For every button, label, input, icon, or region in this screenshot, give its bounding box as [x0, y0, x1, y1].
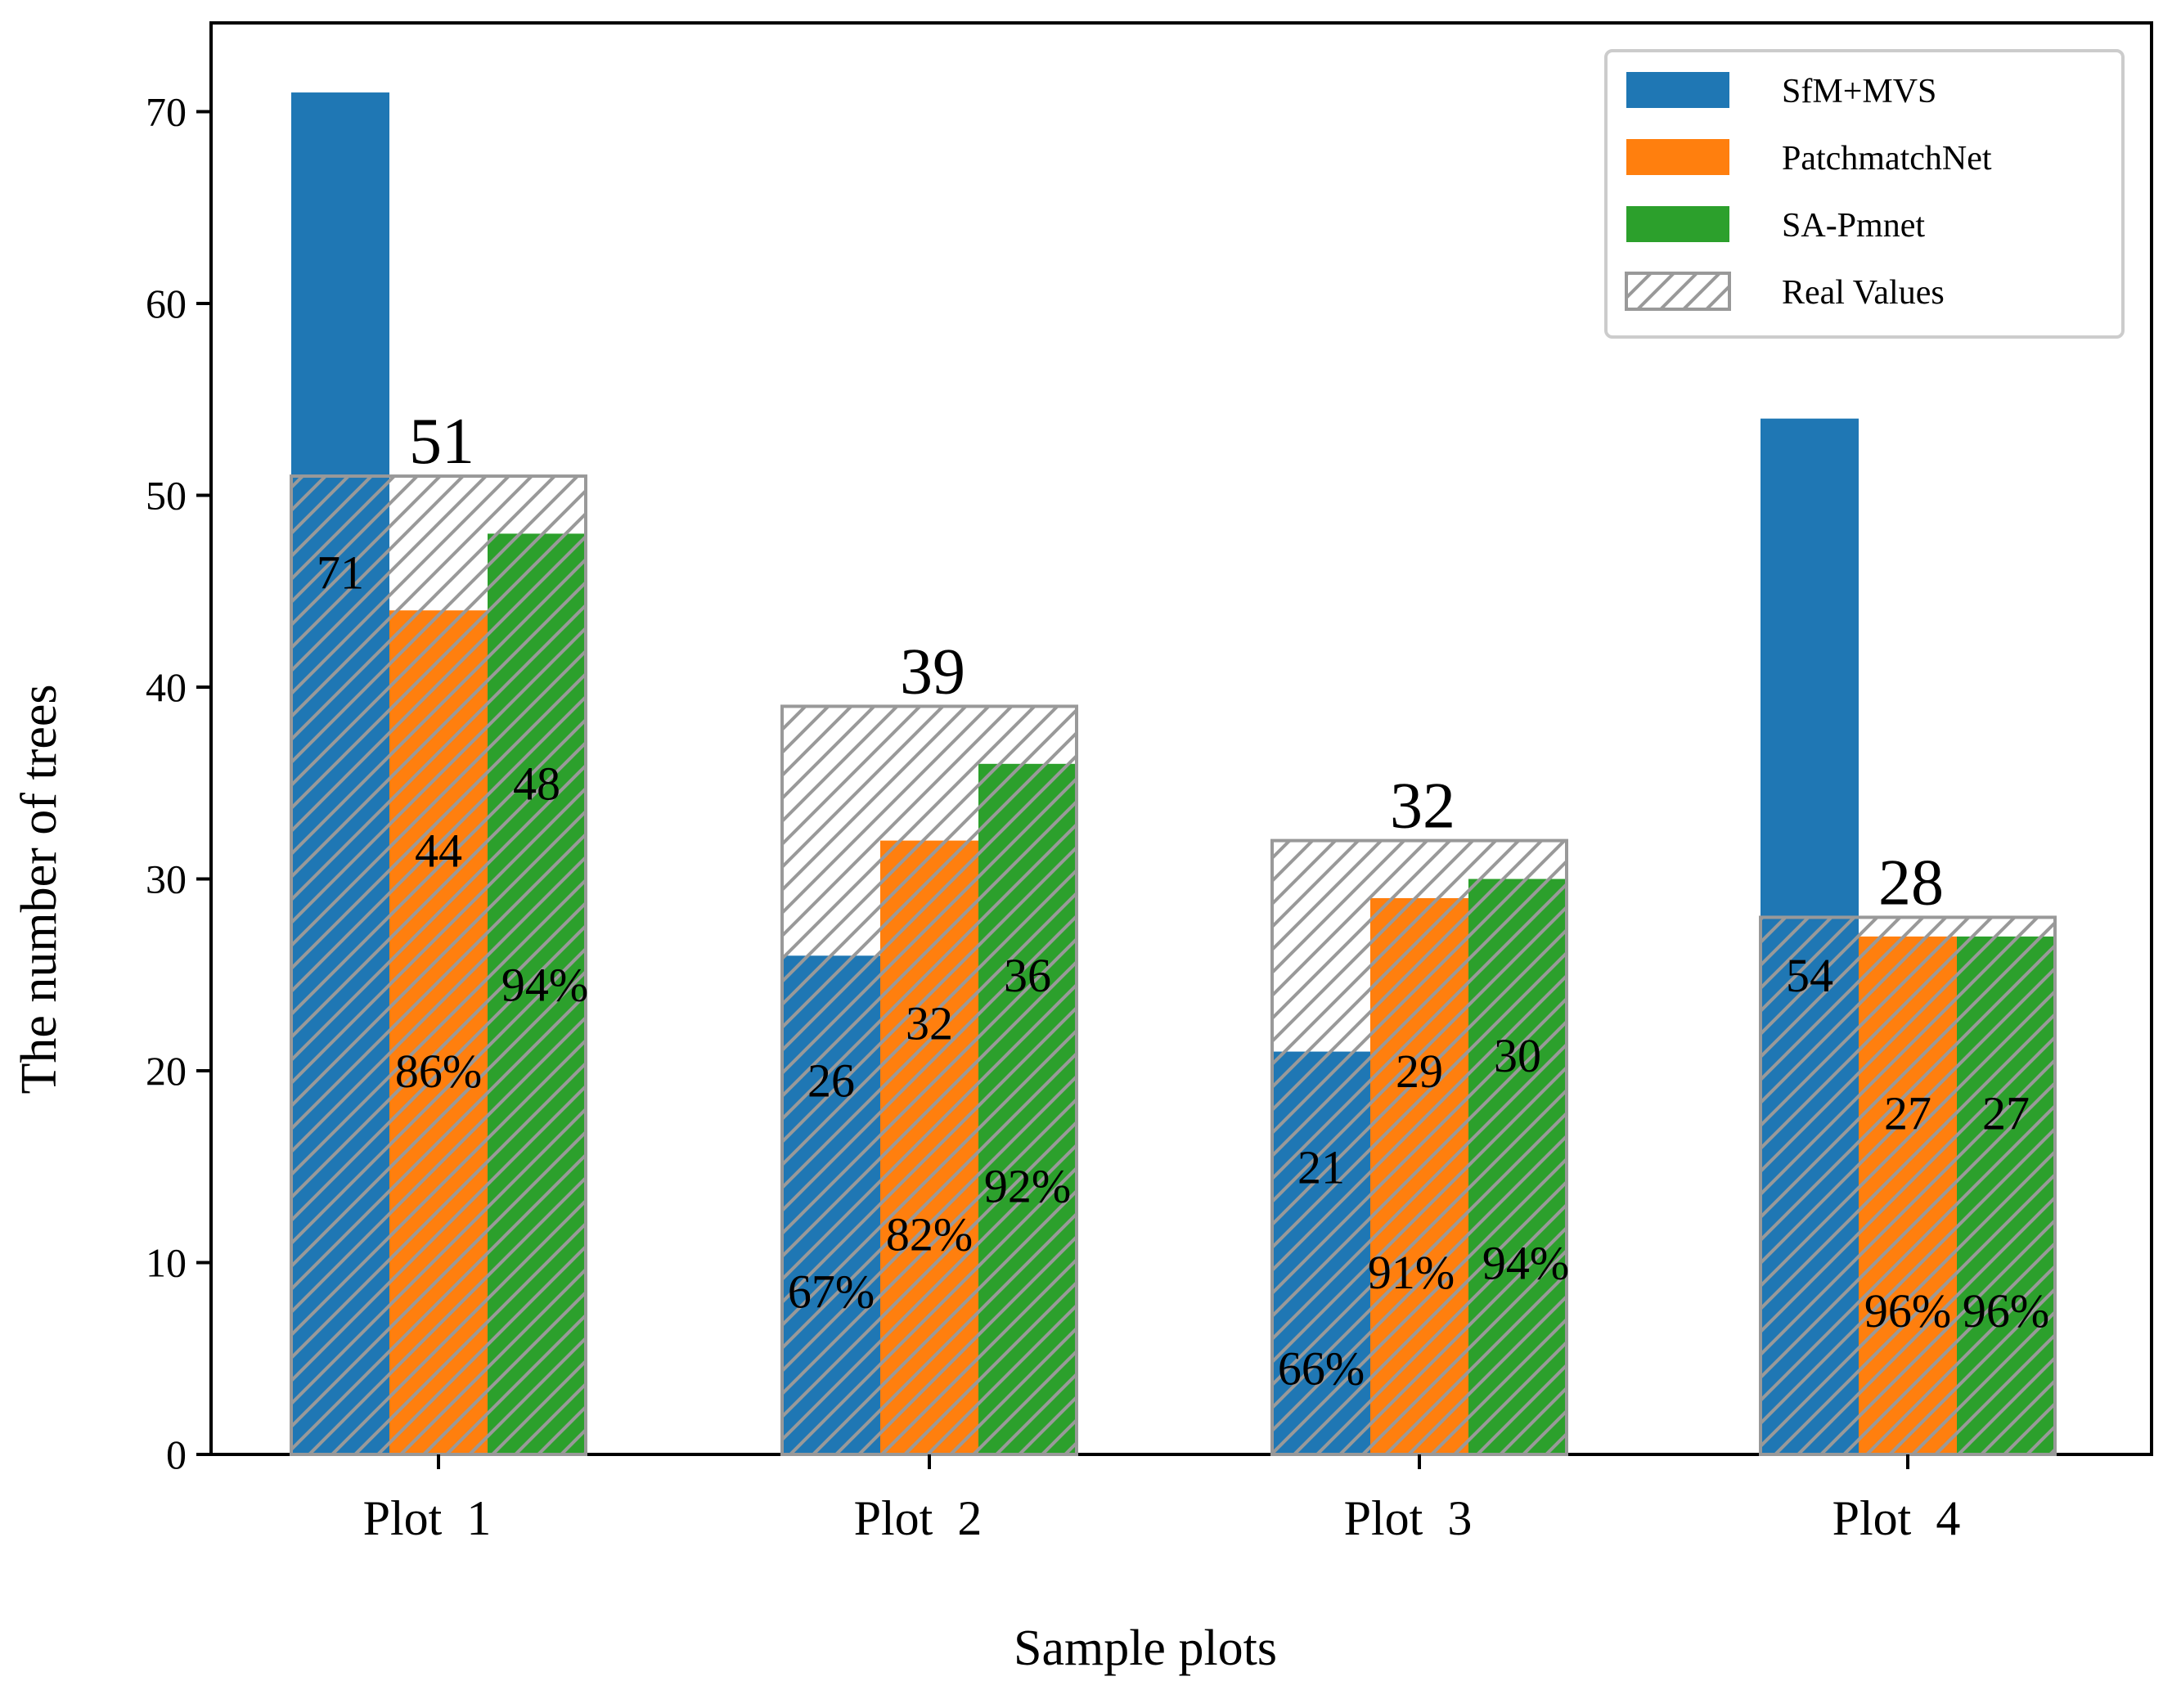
plot-frame — [209, 21, 2153, 1456]
value-label-sfm-mvs-1: 71 — [317, 546, 364, 599]
percent-label-sfm-mvs-3: 66% — [1278, 1342, 1365, 1395]
percent-label-sfm-mvs-2: 67% — [788, 1265, 875, 1319]
real-value-label-1: 51 — [409, 406, 474, 478]
x-tick-label-1: Plot 1 — [363, 1491, 492, 1545]
y-tick-label: 60 — [146, 281, 187, 326]
legend-swatch-real-values — [1625, 272, 1731, 311]
value-label-sfm-mvs-2: 26 — [807, 1054, 855, 1108]
legend-label-2: PatchmatchNet — [1782, 140, 1992, 178]
y-tick-label: 50 — [146, 473, 187, 519]
legend-label-3: SA-Pmnet — [1782, 207, 1925, 245]
legend: SfM+MVS PatchmatchNet SA-Pmnet Real Values — [1604, 49, 2125, 339]
x-tick-label-2: Plot 2 — [854, 1491, 983, 1545]
value-label-sfm-mvs-3: 21 — [1297, 1140, 1345, 1193]
percent-label-patchmatchnet-1: 86% — [395, 1045, 482, 1098]
y-tick-label: 20 — [146, 1048, 187, 1094]
y-tick-label: 0 — [166, 1432, 187, 1477]
value-label-patchmatchnet-4: 27 — [1884, 1087, 1931, 1140]
value-label-patchmatchnet-2: 32 — [906, 996, 953, 1050]
x-axis: Plot 1 Plot 2 Plot 3 Plot 4 — [363, 1454, 1961, 1545]
value-label-sa-pmnet-1: 48 — [513, 757, 560, 810]
real-value-box-3 — [1270, 838, 1568, 1456]
value-label-sa-pmnet-4: 27 — [1982, 1087, 2030, 1140]
percent-label-sa-pmnet-4: 96% — [1963, 1284, 2049, 1337]
legend-swatch-1 — [1626, 72, 1729, 108]
percent-label-sa-pmnet-1: 94% — [501, 958, 588, 1011]
real-value-label-4: 28 — [1878, 847, 1944, 919]
legend-box — [1604, 49, 2125, 339]
x-tick-label-4: Plot 4 — [1832, 1491, 1961, 1545]
legend-label-1: SfM+MVS — [1782, 73, 1936, 110]
y-tick-label: 40 — [146, 664, 187, 710]
percent-label-sa-pmnet-3: 94% — [1482, 1237, 1569, 1290]
x-axis-label: Sample plots — [1014, 1620, 1277, 1676]
value-label-patchmatchnet-1: 44 — [415, 824, 462, 877]
value-label-sa-pmnet-3: 30 — [1494, 1029, 1541, 1082]
y-tick-label: 10 — [146, 1240, 187, 1286]
real-value-label-3: 32 — [1390, 771, 1455, 843]
percent-label-patchmatchnet-3: 91% — [1368, 1246, 1455, 1299]
real-value-box-1 — [290, 474, 587, 1456]
real-value-label-2: 39 — [900, 636, 965, 708]
real-value-box-2 — [780, 704, 1078, 1456]
value-label-patchmatchnet-3: 29 — [1396, 1045, 1443, 1098]
real-value-box-4 — [1759, 915, 2057, 1456]
y-axis: 0 10 20 30 40 50 60 70 — [146, 89, 211, 1477]
percent-label-sa-pmnet-2: 92% — [984, 1160, 1071, 1213]
percent-label-patchmatchnet-2: 82% — [886, 1207, 973, 1261]
value-label-sfm-mvs-4: 54 — [1786, 949, 1833, 1002]
percent-label-patchmatchnet-4: 96% — [1864, 1284, 1951, 1337]
legend-swatch-3 — [1626, 206, 1729, 242]
y-tick-label: 70 — [146, 89, 187, 135]
legend-swatch-2 — [1626, 139, 1729, 175]
y-axis-label: The number of trees — [11, 685, 67, 1094]
x-tick-label-3: Plot 3 — [1344, 1491, 1473, 1545]
value-label-sa-pmnet-2: 36 — [1004, 949, 1051, 1002]
y-tick-label: 30 — [146, 856, 187, 902]
plot-area: 71 44 86% 48 94% 51 26 67% 32 82% 36 92% 39 21 66% 29 91… — [209, 21, 2153, 1456]
legend-label-4: Real Values — [1782, 274, 1945, 312]
